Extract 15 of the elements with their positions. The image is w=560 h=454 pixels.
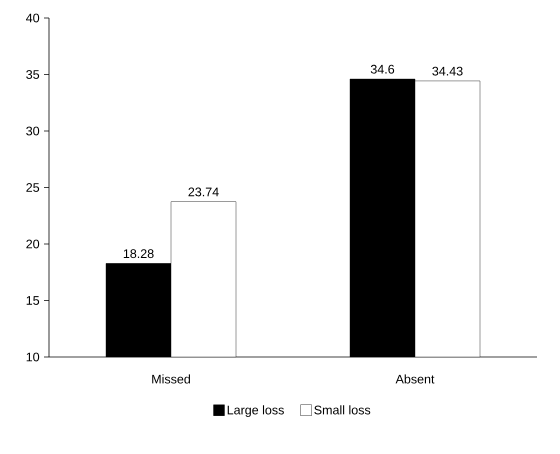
x-tick-label: Absent — [396, 374, 434, 384]
y-tick-label: 10 — [26, 352, 40, 362]
legend-label: Large loss — [228, 405, 284, 417]
data-label: 23.74 — [188, 188, 219, 196]
y-tick-label: 35 — [26, 70, 40, 79]
data-label: 34.6 — [370, 64, 394, 74]
y-tick-label: 25 — [26, 183, 40, 192]
y-tick-label: 15 — [26, 296, 40, 305]
legend-label: Small loss — [314, 405, 370, 414]
y-tick-label: 20 — [26, 240, 40, 248]
data-label: 18.28 — [124, 249, 154, 258]
x-tick-label: Missed — [152, 374, 190, 384]
data-label: 34.43 — [432, 66, 463, 76]
y-tick-label: 30 — [26, 126, 40, 136]
y-tick-label: 40 — [26, 14, 40, 22]
